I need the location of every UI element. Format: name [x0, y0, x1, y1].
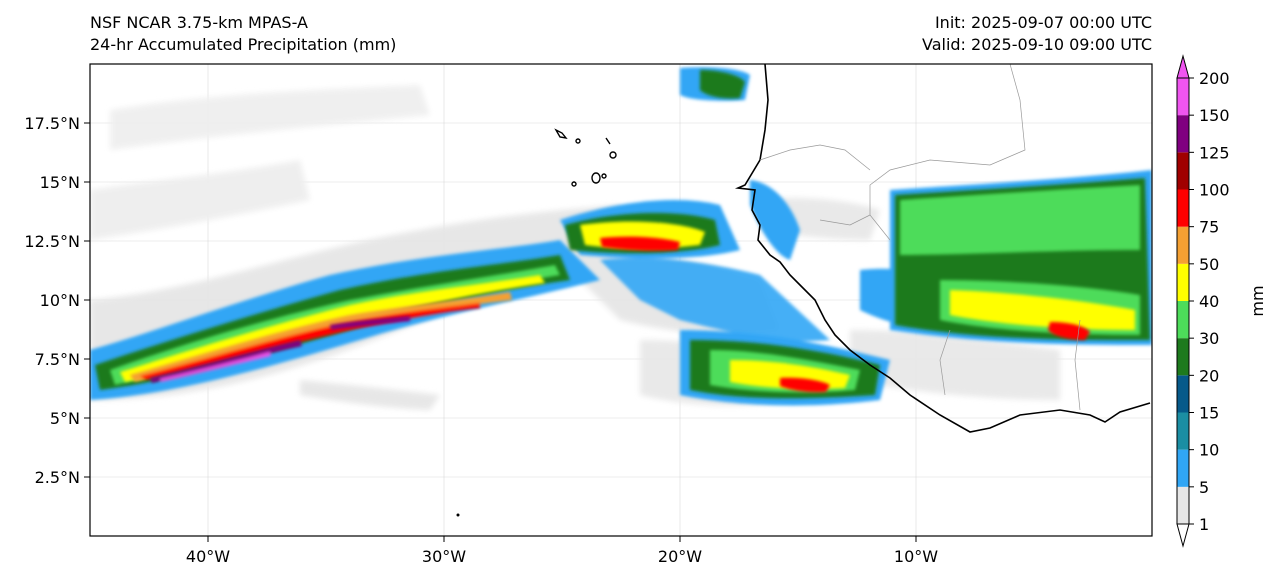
colorbar-swatch [1177, 375, 1189, 413]
lat-tick-label: 5°N [50, 409, 80, 428]
lon-tick-label: 10°W [894, 547, 938, 566]
map-subtitle: 24-hr Accumulated Precipitation (mm) [90, 35, 397, 54]
lat-tick-label: 17.5°N [24, 114, 80, 133]
country-borders [759, 64, 1081, 411]
colorbar-tick-label: 125 [1199, 143, 1230, 162]
colorbar-swatch [1177, 152, 1189, 190]
colorbar-tick-label: 5 [1199, 478, 1209, 497]
latitude-axis: 2.5°N 5°N 7.5°N 10°N 12.5°N 15°N 17.5°N [24, 114, 90, 487]
colorbar-tick-label: 100 [1199, 181, 1230, 200]
colorbar-extend-max [1176, 54, 1190, 79]
lat-tick-label: 10°N [40, 291, 80, 310]
lon-tick-label: 40°W [186, 547, 230, 566]
coastline [734, 64, 1151, 433]
lat-tick-label: 12.5°N [24, 232, 80, 251]
colorbar-swatch [1177, 449, 1189, 487]
colorbar-tick-label: 200 [1199, 69, 1230, 88]
small-island [456, 513, 460, 517]
cape-verde-islands [554, 128, 617, 187]
colorbar-swatch [1177, 486, 1189, 524]
lat-tick-label: 7.5°N [35, 350, 80, 369]
colorbar-swatch [1177, 338, 1189, 376]
map-content [90, 64, 1152, 536]
colorbar-swatch [1177, 263, 1189, 301]
colorbar-extend-min [1176, 523, 1190, 548]
colorbar-tick-label: 75 [1199, 218, 1219, 237]
colorbar-tick-label: 40 [1199, 292, 1219, 311]
colorbar-swatch [1177, 226, 1189, 264]
precip-shading-magenta [150, 316, 410, 383]
lon-tick-label: 30°W [422, 547, 466, 566]
map-title: NSF NCAR 3.75-km MPAS-A [90, 13, 308, 32]
colorbar-swatch [1177, 115, 1189, 153]
colorbar-label: mm [1248, 285, 1267, 316]
colorbar-tick-label: 15 [1199, 404, 1219, 423]
colorbar-tick-label: 1 [1199, 515, 1209, 534]
longitude-axis: 40°W 30°W 20°W 10°W [186, 536, 938, 566]
colorbar-tick-label: 150 [1199, 106, 1230, 125]
colorbar-swatch [1177, 189, 1189, 227]
colorbar-tick-label: 10 [1199, 441, 1219, 460]
colorbar-swatch [1177, 412, 1189, 450]
lat-tick-label: 2.5°N [35, 468, 80, 487]
init-time: Init: 2025-09-07 00:00 UTC [934, 13, 1152, 32]
colorbar-tick-label: 50 [1199, 255, 1219, 274]
colorbar-swatch [1177, 78, 1189, 116]
valid-time: Valid: 2025-09-10 09:00 UTC [921, 35, 1152, 54]
colorbar-tick-label: 30 [1199, 329, 1219, 348]
lat-tick-label: 15°N [40, 173, 80, 192]
lon-tick-label: 20°W [658, 547, 702, 566]
colorbar-tick-label: 20 [1199, 366, 1219, 385]
colorbar-swatch [1177, 301, 1189, 339]
